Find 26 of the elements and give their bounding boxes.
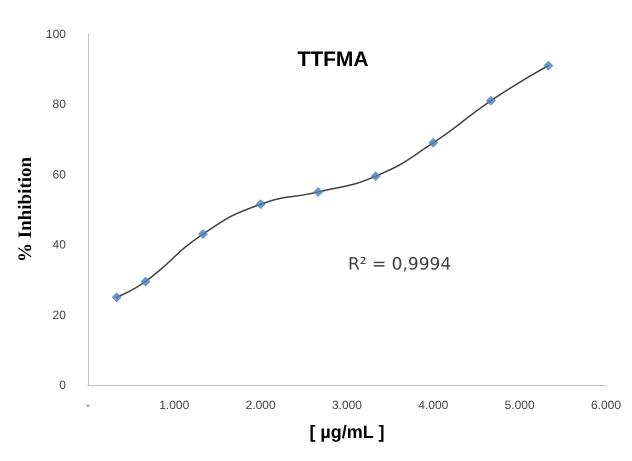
point: [313, 186, 324, 197]
y-tick-label: 100: [46, 27, 66, 41]
y-axis-title: % Inhibition: [15, 156, 36, 262]
text: TTFMA: [297, 48, 369, 71]
x-tick-label: 4.000: [418, 398, 449, 412]
x-tick-label: 3.000: [332, 398, 362, 412]
y-tick-label: 40: [52, 238, 66, 252]
annotation: R² = 0,9994: [348, 254, 452, 274]
point: [543, 60, 554, 71]
point: [112, 292, 122, 302]
x-tick-label: -: [86, 398, 90, 412]
y-tick-label: 0: [59, 378, 66, 392]
x-axis-title: [ µg/mL ]: [309, 422, 384, 442]
point: [486, 96, 496, 106]
x-tick-label: 1.000: [159, 398, 190, 412]
point: [256, 199, 266, 210]
y-tick-label: 60: [52, 167, 66, 182]
y-tick-label: 80: [52, 97, 66, 112]
x-tick-label: 6.000: [590, 398, 622, 412]
x-tick-label: 5.000: [504, 398, 535, 412]
point: [370, 171, 381, 182]
point: [198, 229, 208, 240]
x-tick-label: 2.000: [246, 398, 276, 412]
point: [428, 138, 438, 148]
y-tick-label: 20: [52, 308, 66, 322]
point: [140, 276, 151, 286]
